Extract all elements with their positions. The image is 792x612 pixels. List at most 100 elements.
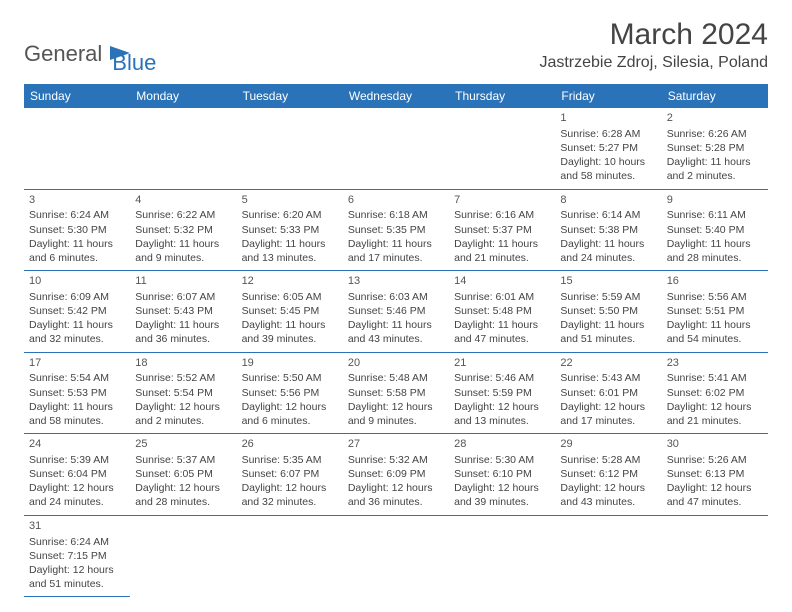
sunset-line: Sunset: 5:46 PM [348, 304, 444, 318]
calendar-cell: 27Sunrise: 5:32 AMSunset: 6:09 PMDayligh… [343, 434, 449, 516]
sunrise-line: Sunrise: 5:52 AM [135, 371, 231, 385]
calendar-cell: 29Sunrise: 5:28 AMSunset: 6:12 PMDayligh… [555, 434, 661, 516]
day-number: 27 [348, 437, 444, 452]
day-number: 19 [242, 356, 338, 371]
day-number: 15 [560, 274, 656, 289]
day-number: 24 [29, 437, 125, 452]
month-title: March 2024 [539, 18, 768, 52]
daylight-line-1: Daylight: 12 hours [348, 481, 444, 495]
daylight-line-1: Daylight: 11 hours [667, 155, 763, 169]
day-number: 29 [560, 437, 656, 452]
daylight-line-1: Daylight: 12 hours [667, 481, 763, 495]
day-number: 1 [560, 111, 656, 126]
sunset-line: Sunset: 5:42 PM [29, 304, 125, 318]
calendar-cell [130, 515, 236, 597]
daylight-line-2: and 51 minutes. [29, 577, 125, 591]
sunset-line: Sunset: 5:56 PM [242, 386, 338, 400]
calendar-cell: 8Sunrise: 6:14 AMSunset: 5:38 PMDaylight… [555, 189, 661, 271]
day-number: 28 [454, 437, 550, 452]
calendar-cell: 2Sunrise: 6:26 AMSunset: 5:28 PMDaylight… [662, 108, 768, 189]
sunrise-line: Sunrise: 5:41 AM [667, 371, 763, 385]
calendar-cell [449, 515, 555, 597]
sunrise-line: Sunrise: 6:26 AM [667, 127, 763, 141]
sunset-line: Sunset: 5:59 PM [454, 386, 550, 400]
calendar-cell [130, 108, 236, 189]
daylight-line-2: and 36 minutes. [135, 332, 231, 346]
calendar-row: 1Sunrise: 6:28 AMSunset: 5:27 PMDaylight… [24, 108, 768, 189]
calendar-cell: 25Sunrise: 5:37 AMSunset: 6:05 PMDayligh… [130, 434, 236, 516]
daylight-line-1: Daylight: 11 hours [29, 400, 125, 414]
daylight-line-1: Daylight: 12 hours [560, 481, 656, 495]
sunset-line: Sunset: 5:51 PM [667, 304, 763, 318]
daylight-line-1: Daylight: 11 hours [135, 318, 231, 332]
sunset-line: Sunset: 6:10 PM [454, 467, 550, 481]
day-number: 18 [135, 356, 231, 371]
calendar-row: 31Sunrise: 6:24 AMSunset: 7:15 PMDayligh… [24, 515, 768, 597]
daylight-line-1: Daylight: 11 hours [667, 237, 763, 251]
sunrise-line: Sunrise: 6:03 AM [348, 290, 444, 304]
weekday-header: Friday [555, 84, 661, 108]
calendar-cell: 9Sunrise: 6:11 AMSunset: 5:40 PMDaylight… [662, 189, 768, 271]
daylight-line-2: and 9 minutes. [348, 414, 444, 428]
sunset-line: Sunset: 6:04 PM [29, 467, 125, 481]
daylight-line-1: Daylight: 12 hours [242, 400, 338, 414]
logo: General Blue [24, 32, 156, 76]
calendar-cell [449, 108, 555, 189]
calendar-cell: 22Sunrise: 5:43 AMSunset: 6:01 PMDayligh… [555, 352, 661, 434]
daylight-line-1: Daylight: 11 hours [454, 318, 550, 332]
daylight-line-1: Daylight: 11 hours [454, 237, 550, 251]
weekday-row: SundayMondayTuesdayWednesdayThursdayFrid… [24, 84, 768, 108]
day-number: 20 [348, 356, 444, 371]
calendar-cell: 3Sunrise: 6:24 AMSunset: 5:30 PMDaylight… [24, 189, 130, 271]
daylight-line-2: and 58 minutes. [560, 169, 656, 183]
day-number: 10 [29, 274, 125, 289]
daylight-line-2: and 54 minutes. [667, 332, 763, 346]
daylight-line-1: Daylight: 12 hours [454, 400, 550, 414]
calendar-cell: 11Sunrise: 6:07 AMSunset: 5:43 PMDayligh… [130, 271, 236, 353]
day-number: 12 [242, 274, 338, 289]
daylight-line-1: Daylight: 11 hours [242, 237, 338, 251]
day-number: 8 [560, 193, 656, 208]
sunset-line: Sunset: 5:48 PM [454, 304, 550, 318]
daylight-line-2: and 28 minutes. [135, 495, 231, 509]
daylight-line-1: Daylight: 12 hours [135, 400, 231, 414]
calendar-table: SundayMondayTuesdayWednesdayThursdayFrid… [24, 84, 768, 597]
sunset-line: Sunset: 5:54 PM [135, 386, 231, 400]
calendar-cell: 28Sunrise: 5:30 AMSunset: 6:10 PMDayligh… [449, 434, 555, 516]
calendar-cell: 21Sunrise: 5:46 AMSunset: 5:59 PMDayligh… [449, 352, 555, 434]
sunrise-line: Sunrise: 6:28 AM [560, 127, 656, 141]
daylight-line-2: and 32 minutes. [242, 495, 338, 509]
daylight-line-2: and 39 minutes. [242, 332, 338, 346]
sunset-line: Sunset: 5:35 PM [348, 223, 444, 237]
day-number: 31 [29, 519, 125, 534]
calendar-cell: 30Sunrise: 5:26 AMSunset: 6:13 PMDayligh… [662, 434, 768, 516]
calendar-cell: 12Sunrise: 6:05 AMSunset: 5:45 PMDayligh… [237, 271, 343, 353]
daylight-line-2: and 43 minutes. [348, 332, 444, 346]
daylight-line-2: and 24 minutes. [29, 495, 125, 509]
daylight-line-2: and 2 minutes. [667, 169, 763, 183]
calendar-cell: 19Sunrise: 5:50 AMSunset: 5:56 PMDayligh… [237, 352, 343, 434]
daylight-line-1: Daylight: 11 hours [135, 237, 231, 251]
day-number: 4 [135, 193, 231, 208]
calendar-row: 3Sunrise: 6:24 AMSunset: 5:30 PMDaylight… [24, 189, 768, 271]
logo-text-blue: Blue [112, 50, 156, 76]
calendar-cell: 20Sunrise: 5:48 AMSunset: 5:58 PMDayligh… [343, 352, 449, 434]
daylight-line-1: Daylight: 11 hours [560, 318, 656, 332]
sunset-line: Sunset: 5:53 PM [29, 386, 125, 400]
day-number: 5 [242, 193, 338, 208]
sunrise-line: Sunrise: 6:11 AM [667, 208, 763, 222]
daylight-line-2: and 51 minutes. [560, 332, 656, 346]
sunset-line: Sunset: 6:07 PM [242, 467, 338, 481]
weekday-header: Sunday [24, 84, 130, 108]
weekday-header: Tuesday [237, 84, 343, 108]
day-number: 3 [29, 193, 125, 208]
sunset-line: Sunset: 6:01 PM [560, 386, 656, 400]
daylight-line-2: and 36 minutes. [348, 495, 444, 509]
sunset-line: Sunset: 6:05 PM [135, 467, 231, 481]
day-number: 7 [454, 193, 550, 208]
weekday-header: Wednesday [343, 84, 449, 108]
calendar-cell: 1Sunrise: 6:28 AMSunset: 5:27 PMDaylight… [555, 108, 661, 189]
sunset-line: Sunset: 5:58 PM [348, 386, 444, 400]
daylight-line-1: Daylight: 12 hours [29, 481, 125, 495]
daylight-line-2: and 21 minutes. [454, 251, 550, 265]
